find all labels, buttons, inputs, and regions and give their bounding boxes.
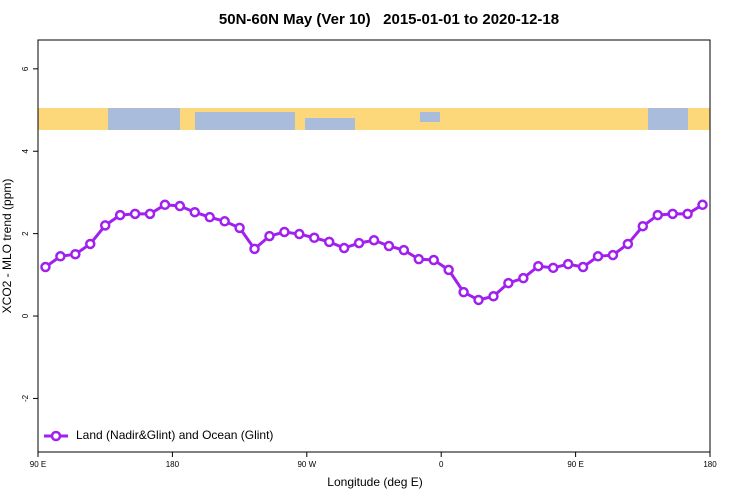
data-point [368, 234, 380, 246]
y-tick-label: 0 [21, 313, 30, 318]
data-point [40, 261, 51, 273]
data-point [338, 242, 350, 254]
data-point [503, 277, 514, 289]
x-tick-label: 90 E [30, 460, 46, 469]
data-point [129, 208, 141, 220]
data-point [697, 199, 708, 211]
y-tick-label: 4 [21, 148, 30, 153]
data-point [279, 226, 290, 238]
data-point [458, 286, 469, 298]
y-axis-label: XCO2 - MLO trend (ppm) [0, 179, 14, 314]
data-point [234, 222, 245, 234]
data-point [622, 238, 634, 250]
data-point [323, 236, 335, 248]
data-point [682, 208, 693, 220]
legend-label: Land (Nadir&Glint) and Ocean (Glint) [76, 428, 273, 442]
data-point [144, 208, 156, 220]
data-line [44, 203, 704, 302]
x-tick-label: 90 E [567, 460, 583, 469]
data-point [294, 228, 305, 240]
data-point [204, 211, 215, 223]
data-point [488, 291, 499, 302]
data-point [518, 272, 529, 284]
data-point [174, 200, 186, 212]
data-point [667, 208, 678, 220]
data-point [607, 249, 619, 261]
map-strip [38, 108, 710, 130]
data-point [562, 258, 574, 270]
data-point [652, 209, 663, 221]
data-point [428, 254, 439, 266]
data-point [159, 199, 171, 211]
y-tick-label: 6 [21, 66, 30, 71]
x-tick-label: 0 [439, 460, 444, 469]
data-point [383, 240, 395, 252]
data-point [189, 206, 201, 218]
data-point [592, 251, 604, 262]
chart-title: 50N-60N May (Ver 10) 2015-01-01 to 2020-… [219, 11, 559, 28]
data-point [264, 230, 275, 242]
x-tick-label: 180 [166, 460, 180, 469]
x-tick-label: 180 [703, 460, 717, 469]
data-point [249, 243, 260, 255]
data-point [443, 264, 454, 276]
data-point [85, 238, 96, 250]
legend-marker [50, 430, 62, 442]
x-axis-label: Longitude (deg E) [327, 475, 422, 489]
data-point [547, 262, 559, 274]
y-tick-label: 2 [21, 231, 30, 236]
data-point [70, 248, 81, 260]
plot-frame [37, 39, 711, 453]
data-point [353, 237, 365, 249]
data-point [413, 253, 425, 265]
data-point [398, 244, 410, 256]
data-point [114, 209, 126, 221]
data-point [99, 220, 111, 231]
x-tick-label: 90 W [297, 460, 316, 469]
data-point [55, 251, 66, 262]
data-point [577, 261, 589, 273]
data-point [473, 294, 484, 306]
data-point [219, 216, 230, 227]
data-point [309, 232, 320, 244]
data-point [637, 220, 649, 232]
data-point [533, 260, 544, 272]
y-tick-label: -2 [21, 394, 30, 402]
